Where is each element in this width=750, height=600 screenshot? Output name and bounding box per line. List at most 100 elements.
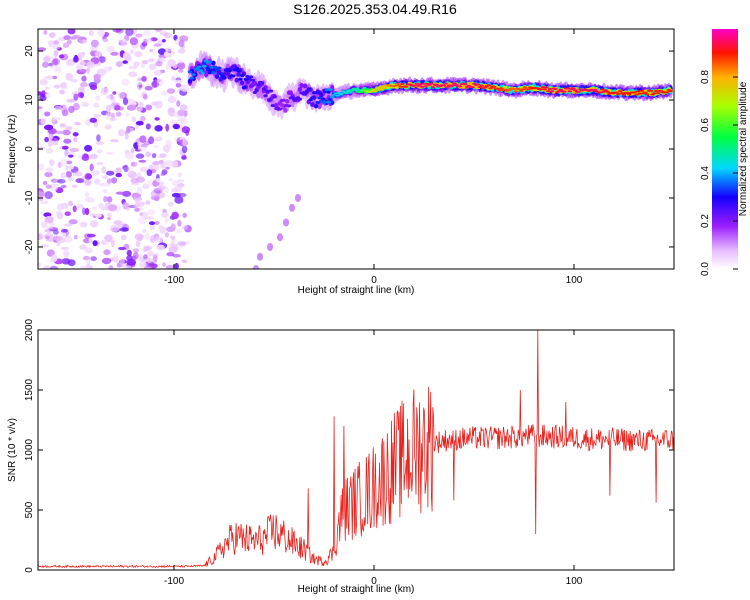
noise-blob [172,254,181,258]
noise-blob [60,229,68,233]
noise-blob [148,136,155,145]
ridge-cell [544,86,549,89]
noise-blob [145,123,151,130]
ridge-cell [450,84,455,87]
noise-blob [139,212,144,216]
noise-blob [104,124,112,130]
ridge-cell [195,67,200,71]
ridge-cell [513,90,518,93]
noise-blob [54,105,63,111]
noise-blob [101,242,110,246]
chart-title: S126.2025.353.04.49.R16 [293,1,457,17]
noise-blob [53,50,59,56]
noise-blob [130,104,136,109]
noise-blob [182,138,188,147]
noise-blob [122,60,128,64]
ridge-cell [200,71,205,75]
ridge-cell [434,83,439,86]
ridge-cell [326,100,331,104]
spectrogram-y-label: Frequency (Hz) [7,115,18,184]
noise-blob [97,29,106,37]
noise-blob [76,65,83,70]
noise-blob [172,123,180,130]
noise-blob [89,84,98,91]
noise-blob [125,112,131,117]
noise-blob [175,82,182,88]
noise-blob [181,225,189,230]
noise-blob [106,45,115,53]
noise-blob [115,167,122,174]
noise-blob [62,129,71,136]
noise-blob [84,144,93,152]
y-tick-label: 500 [24,501,35,518]
noise-blob [139,261,147,269]
noise-blob [171,238,176,243]
noise-blob [58,54,65,59]
ridge-cell [443,82,448,85]
noise-blob [103,32,109,37]
noise-blob [156,244,165,251]
noise-blob [92,206,97,210]
noise-blob [41,221,48,229]
noise-blob [138,253,143,260]
ridge-cell [256,83,261,87]
ridge-cell [281,98,286,102]
noise-blob [176,179,185,183]
ridge-cell [497,89,502,91]
noise-blob [48,140,53,148]
snr-y-ticks: 0 500 1000 1500 2000 [24,318,674,573]
ridge-cell [616,93,621,96]
noise-blob [129,49,134,54]
noise-blob [118,246,126,251]
noise-blob [86,174,93,179]
ridge-cell [285,99,290,104]
ridge-cell [605,90,610,93]
ridge-cell [627,93,632,96]
noise-blob [77,92,85,98]
noise-blob [65,171,73,178]
ridge-cell [470,86,475,89]
noise-blob [61,258,71,265]
ridge-cell [310,96,315,100]
noise-blob [45,147,54,154]
noise-blob [113,253,118,260]
noise-blob [140,62,146,69]
noise-blob [86,61,95,68]
noise-blob [49,265,59,269]
noise-blob [86,233,96,238]
ridge-cell [270,104,275,108]
noise-blob [107,204,118,212]
ridge-cell [538,88,544,91]
noise-blob [42,76,47,83]
spectrogram-x-label: Height of straight line (km) [298,285,415,296]
ridge-cell [643,91,648,94]
noise-blob [43,265,51,269]
y-tick-label: 10 [24,94,35,106]
ridge-cell [614,91,619,94]
colorbar-tick-label: 0.2 [700,214,711,228]
snr-x-ticks: -100 0 100 [164,330,583,587]
noise-blob [39,200,49,205]
noise-blob [154,125,163,132]
noise-blob [160,90,168,96]
noise-blob [109,117,117,122]
noise-blob [74,234,78,240]
spectrogram-x-ticks: -100 0 100 [164,29,583,286]
noise-blob [42,61,49,68]
noise-blob [90,220,99,228]
noise-blob [148,221,156,226]
noise-blob [102,38,109,42]
noise-blob [143,246,147,253]
ridge-cell [571,87,576,90]
ridge-cell [303,83,308,89]
ridge-cell [286,104,292,108]
ridge-cell [542,88,547,91]
noise-blob [171,76,176,81]
noise-blob [177,69,184,73]
noise-blob [170,235,176,240]
snr-series-line [38,330,674,569]
noise-blob [154,69,162,76]
noise-blob [38,262,42,267]
x-tick-label: 100 [566,275,583,286]
noise-blob [148,63,157,71]
